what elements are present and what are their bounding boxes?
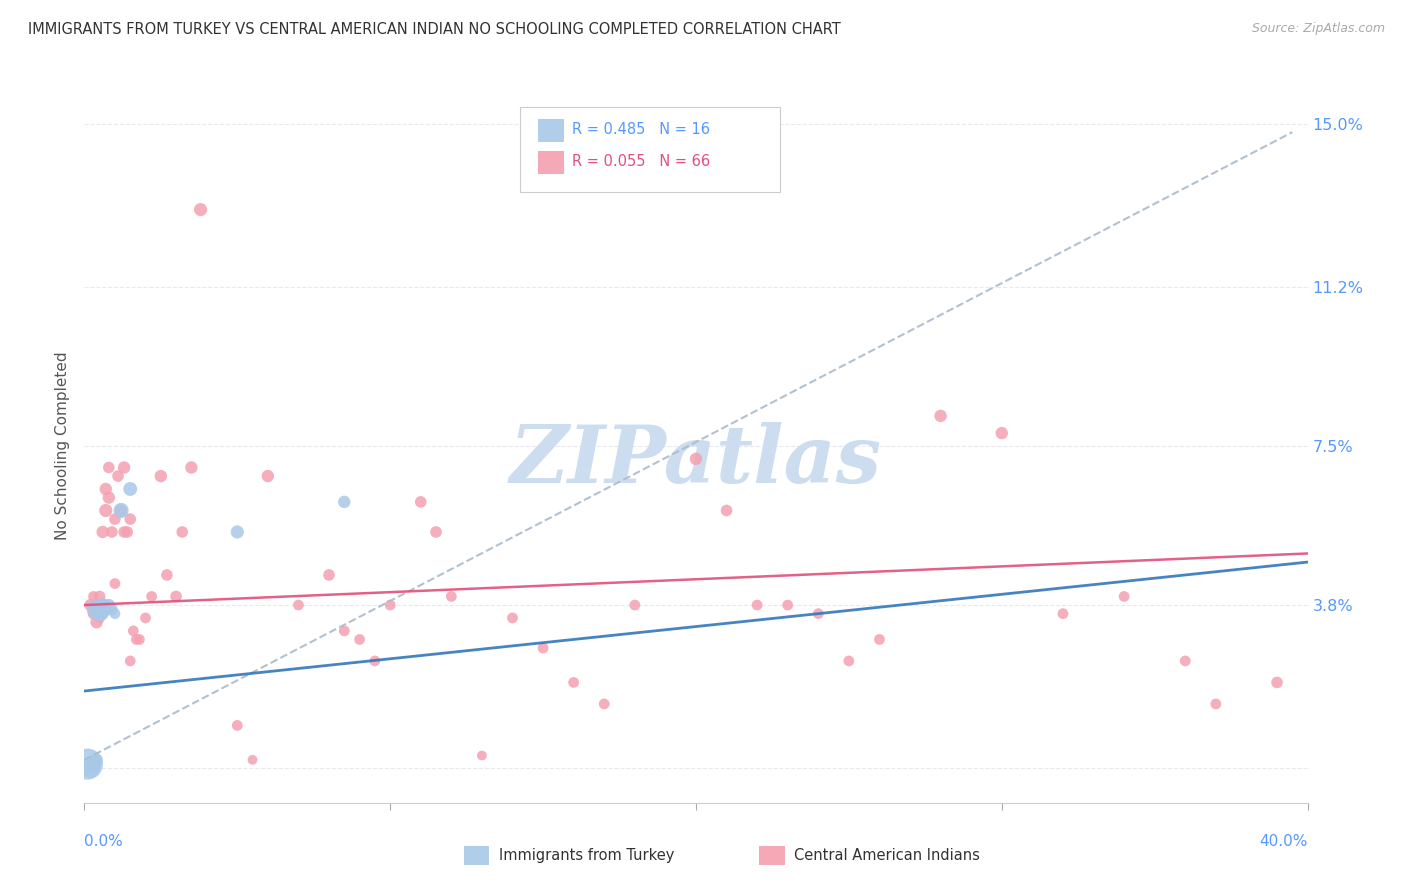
Point	[86, 602, 108, 616]
Point	[776, 598, 799, 612]
Point	[991, 426, 1014, 441]
Point	[562, 675, 585, 690]
Point	[94, 503, 117, 517]
Point	[104, 576, 127, 591]
Point	[79, 761, 101, 775]
Point	[97, 460, 120, 475]
Point	[425, 524, 447, 539]
Point	[112, 460, 135, 475]
Point	[76, 757, 98, 772]
Point	[156, 568, 179, 582]
Point	[86, 598, 108, 612]
Point	[79, 598, 101, 612]
Point	[89, 590, 111, 604]
Point	[91, 598, 114, 612]
Point	[333, 495, 356, 509]
Point	[172, 524, 194, 539]
Point	[349, 632, 371, 647]
Point	[91, 598, 114, 612]
Point	[149, 469, 172, 483]
Point	[101, 602, 124, 616]
Point	[94, 602, 117, 616]
Point	[83, 757, 105, 772]
Point	[86, 615, 108, 630]
Point	[1114, 590, 1136, 604]
Point	[104, 512, 127, 526]
Point	[440, 590, 463, 604]
Text: 40.0%: 40.0%	[1260, 834, 1308, 849]
Text: Central American Indians: Central American Indians	[794, 848, 980, 863]
Text: 0.0%: 0.0%	[84, 834, 124, 849]
Point	[112, 524, 135, 539]
Point	[83, 590, 105, 604]
Point	[929, 409, 952, 423]
Text: ZIPatlas: ZIPatlas	[510, 422, 882, 499]
Point	[86, 753, 108, 767]
Point	[869, 632, 891, 647]
Point	[110, 503, 132, 517]
Point	[364, 654, 387, 668]
Point	[89, 607, 111, 621]
Point	[110, 503, 132, 517]
Point	[91, 607, 114, 621]
Point	[97, 491, 120, 505]
Point	[333, 624, 356, 638]
Point	[502, 611, 524, 625]
Text: Source: ZipAtlas.com: Source: ZipAtlas.com	[1251, 22, 1385, 36]
Point	[104, 607, 127, 621]
Point	[287, 598, 309, 612]
Point	[180, 460, 202, 475]
Point	[141, 590, 163, 604]
Point	[685, 451, 707, 466]
Point	[91, 524, 114, 539]
Point	[107, 469, 129, 483]
Point	[807, 607, 830, 621]
Point	[89, 611, 111, 625]
Point	[747, 598, 769, 612]
Point	[531, 641, 554, 656]
Text: IMMIGRANTS FROM TURKEY VS CENTRAL AMERICAN INDIAN NO SCHOOLING COMPLETED CORRELA: IMMIGRANTS FROM TURKEY VS CENTRAL AMERIC…	[28, 22, 841, 37]
Point	[242, 753, 264, 767]
Point	[120, 654, 142, 668]
Point	[380, 598, 402, 612]
Point	[83, 607, 105, 621]
Point	[122, 624, 145, 638]
Point	[115, 524, 138, 539]
Point	[135, 611, 157, 625]
Text: R = 0.485   N = 16: R = 0.485 N = 16	[572, 122, 710, 136]
Point	[125, 632, 148, 647]
Point	[128, 632, 150, 647]
Text: Immigrants from Turkey: Immigrants from Turkey	[499, 848, 675, 863]
Point	[1205, 697, 1227, 711]
Point	[120, 512, 142, 526]
Point	[471, 748, 494, 763]
Point	[318, 568, 340, 582]
Point	[226, 524, 249, 539]
Point	[190, 202, 212, 217]
Point	[89, 602, 111, 616]
Y-axis label: No Schooling Completed: No Schooling Completed	[55, 351, 70, 541]
Point	[1265, 675, 1288, 690]
Point	[97, 598, 120, 612]
Point	[226, 718, 249, 732]
Point	[1052, 607, 1074, 621]
Point	[257, 469, 280, 483]
Point	[1174, 654, 1197, 668]
Point	[120, 482, 142, 496]
Point	[101, 524, 124, 539]
Point	[94, 482, 117, 496]
Point	[593, 697, 616, 711]
Text: R = 0.055   N = 66: R = 0.055 N = 66	[572, 154, 710, 169]
Point	[165, 590, 187, 604]
Point	[716, 503, 738, 517]
Point	[838, 654, 860, 668]
Point	[409, 495, 432, 509]
Point	[94, 598, 117, 612]
Point	[624, 598, 647, 612]
